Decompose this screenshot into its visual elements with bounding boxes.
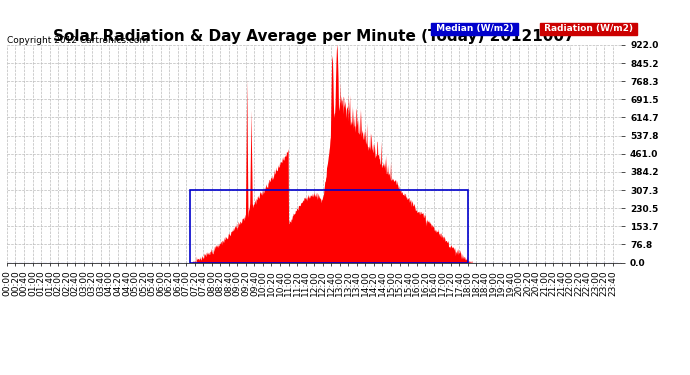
Title: Solar Radiation & Day Average per Minute (Today) 20121007: Solar Radiation & Day Average per Minute… xyxy=(53,29,575,44)
Text: Median (W/m2): Median (W/m2) xyxy=(433,24,516,33)
Text: Radiation (W/m2): Radiation (W/m2) xyxy=(541,24,636,33)
Text: Copyright 2012 Cartronics.com: Copyright 2012 Cartronics.com xyxy=(7,36,148,45)
Bar xyxy=(190,190,468,262)
